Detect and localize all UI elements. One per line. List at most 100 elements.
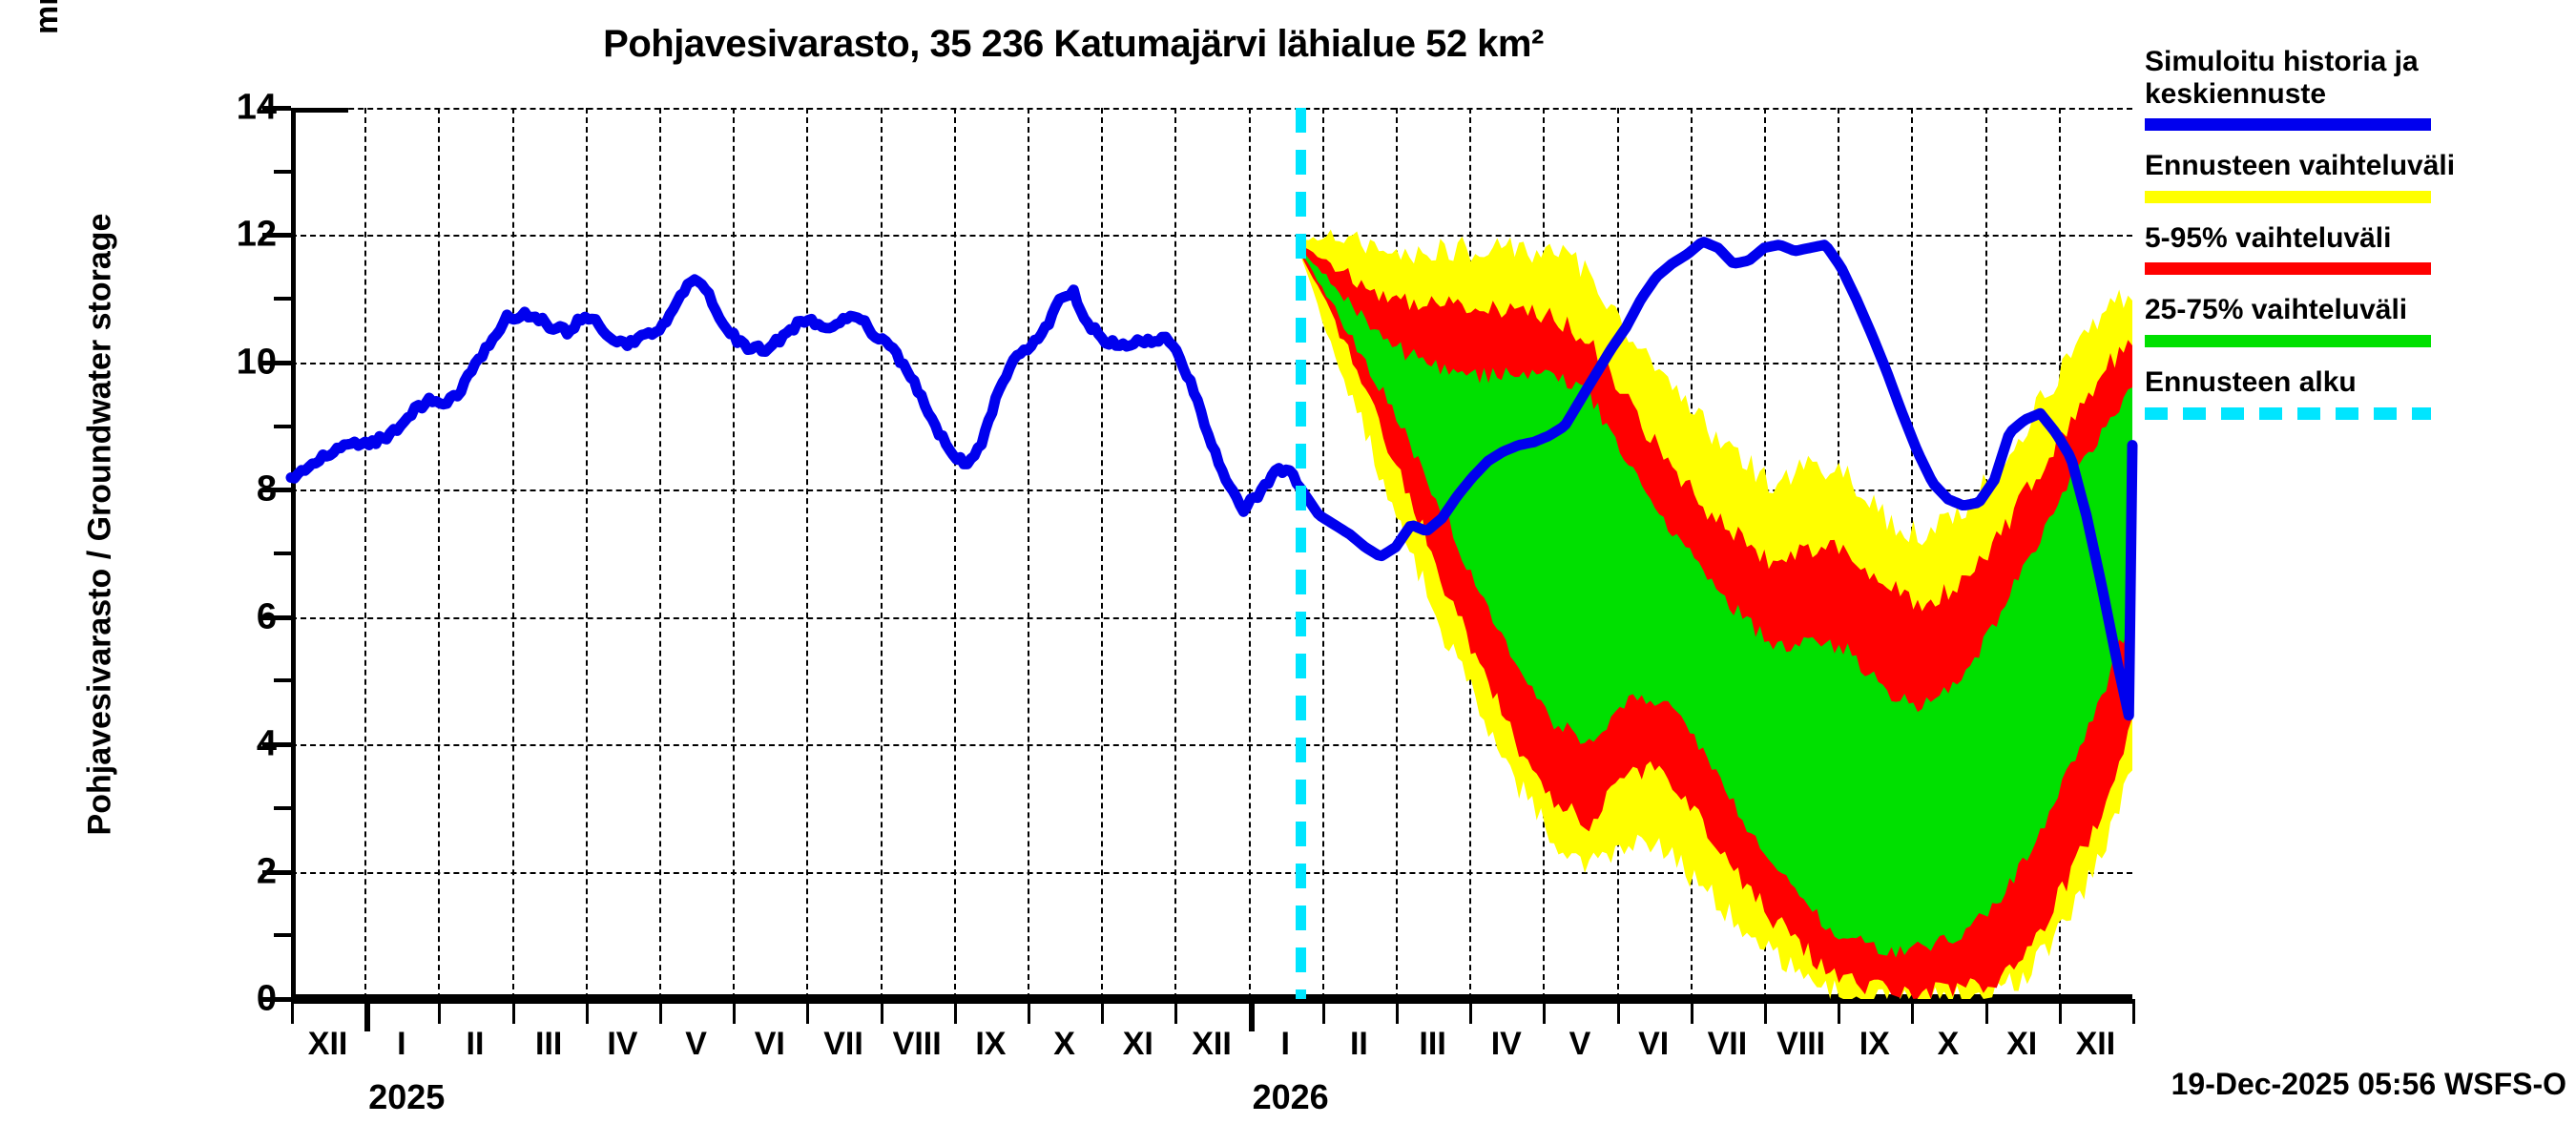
band-25-75-vaihteluv-li [1299, 247, 2132, 958]
y-tick-mark-0 [262, 997, 291, 1002]
x-month-label-23: XI [2006, 1026, 2038, 1062]
x-month-label-18: VI [1638, 1026, 1670, 1062]
gridline-h-10 [291, 362, 2132, 364]
x-tick-1 [364, 999, 371, 1031]
x-tick-13 [1248, 999, 1255, 1031]
x-month-label-9: IX [975, 1026, 1007, 1062]
plot-top-rule [291, 108, 348, 113]
x-tick-19 [1690, 999, 1693, 1024]
x-tick-11 [1101, 999, 1105, 1024]
gridline-h-8 [291, 489, 2132, 492]
y-tick-minor-3 [274, 805, 291, 810]
y-axis-unit: mm [29, 0, 65, 34]
x-month-label-2: II [466, 1026, 485, 1062]
gridline-v-7 [806, 108, 809, 999]
chart-legend: Simuloitu historia ja keskiennuste Ennus… [2145, 46, 2576, 439]
gridline-h-2 [291, 871, 2132, 874]
legend-swatch-simulated-history [2145, 118, 2431, 132]
x-tick-3 [511, 999, 515, 1024]
y-tick-mark-8 [262, 488, 291, 493]
x-tick-21 [1838, 999, 1841, 1024]
y-tick-minor-1 [274, 933, 291, 938]
legend-label-4: Ennusteen alku [2145, 365, 2357, 398]
x-month-label-3: III [535, 1026, 563, 1062]
legend-label-1: Ennusteen vaihteluväli [2145, 150, 2456, 182]
x-month-label-5: V [685, 1026, 707, 1062]
legend-item-3: 25-75% vaihteluväli [2145, 294, 2576, 347]
x-month-label-14: II [1349, 1026, 1368, 1062]
gridline-v-5 [659, 108, 661, 999]
gridline-h-14 [291, 108, 2132, 110]
x-year-label-2025: 2025 [368, 1077, 446, 1116]
x-tick-23 [1984, 999, 1988, 1024]
gridline-v-15 [1396, 108, 1398, 999]
y-tick-mark-4 [262, 742, 291, 748]
x-month-label-17: V [1568, 1026, 1591, 1062]
plot-area [262, 106, 2138, 1004]
forecast-start-line [1295, 108, 1306, 999]
gridline-v-14 [1321, 108, 1324, 999]
x-tick-22 [1911, 999, 1915, 1024]
y-axis-label: Pohjavesivarasto / Groundwater storage [81, 213, 118, 836]
gridline-v-10 [1028, 108, 1029, 999]
plot-right-rule [2080, 999, 2132, 1004]
x-month-label-10: X [1053, 1026, 1075, 1062]
legend-label-2: 5-95% vaihteluväli [2145, 221, 2392, 254]
x-month-label-21: IX [1859, 1026, 1890, 1062]
x-month-label-16: IV [1490, 1026, 1522, 1062]
chart-title: Pohjavesivarasto, 35 236 Katumajärvi läh… [603, 23, 1544, 65]
x-year-label-2026: 2026 [1252, 1077, 1329, 1116]
legend-swatch-p5-p95 [2145, 262, 2431, 276]
x-month-label-24: XII [2075, 1026, 2116, 1062]
legend-item-1: Ennusteen vaihteluväli [2145, 150, 2576, 203]
legend-swatch-p25-p75 [2145, 334, 2431, 347]
gridline-v-11 [1101, 108, 1104, 999]
timestamp-footer: 19-Dec-2025 05:56 WSFS-O [2171, 1067, 2566, 1101]
x-month-label-6: VI [754, 1026, 785, 1062]
gridline-h-6 [291, 616, 2132, 619]
x-month-label-1: I [397, 1026, 406, 1062]
x-month-label-4: IV [607, 1026, 638, 1062]
x-month-label-12: XII [1192, 1026, 1232, 1062]
y-tick-mark-6 [262, 614, 291, 620]
x-tick-24 [2058, 999, 2062, 1024]
x-axis: XII I II III IV V VI VII VIII IX X XI XII I II III IV V VI… [291, 999, 2142, 1116]
x-tick-16 [1469, 999, 1473, 1024]
plot-bottom-rule [291, 999, 2132, 1004]
gridline-v-2 [438, 108, 441, 999]
x-tick-10 [1028, 999, 1030, 1024]
plot-border [291, 108, 2132, 999]
y-tick-mark-12 [262, 233, 291, 239]
x-tick-2 [438, 999, 442, 1024]
y-tick-mark-2 [262, 869, 291, 875]
y-tick-minor-5 [274, 678, 291, 683]
x-tick-25 [2132, 999, 2135, 1024]
legend-item-0: Simuloitu historia ja keskiennuste [2145, 46, 2576, 132]
x-tick-14 [1321, 999, 1325, 1024]
y-tick-mark-14 [262, 106, 291, 111]
gridline-v-12 [1174, 108, 1177, 999]
gridline-v-6 [733, 108, 736, 999]
x-month-label-0: XII [307, 1026, 348, 1062]
gridline-v-9 [953, 108, 956, 999]
x-tick-18 [1616, 999, 1620, 1024]
legend-item-4: Ennusteen alku [2145, 366, 2576, 420]
x-tick-8 [880, 999, 883, 1024]
x-month-label-19: VII [1707, 1026, 1748, 1062]
x-month-label-8: VIII [892, 1026, 942, 1062]
gridline-v-4 [585, 108, 588, 999]
gridline-v-8 [880, 108, 883, 999]
x-month-label-13: I [1280, 1026, 1290, 1062]
x-month-label-7: VII [823, 1026, 863, 1062]
legend-swatch-forecast-start [2145, 406, 2431, 420]
x-tick-5 [659, 999, 662, 1024]
x-tick-20 [1764, 999, 1767, 1024]
x-tick-7 [806, 999, 810, 1024]
x-tick-17 [1543, 999, 1547, 1024]
y-tick-minor-11 [274, 297, 291, 302]
y-tick-minor-7 [274, 552, 291, 555]
gridline-h-4 [291, 744, 2132, 747]
x-tick-0 [291, 999, 294, 1024]
x-tick-6 [733, 999, 737, 1024]
